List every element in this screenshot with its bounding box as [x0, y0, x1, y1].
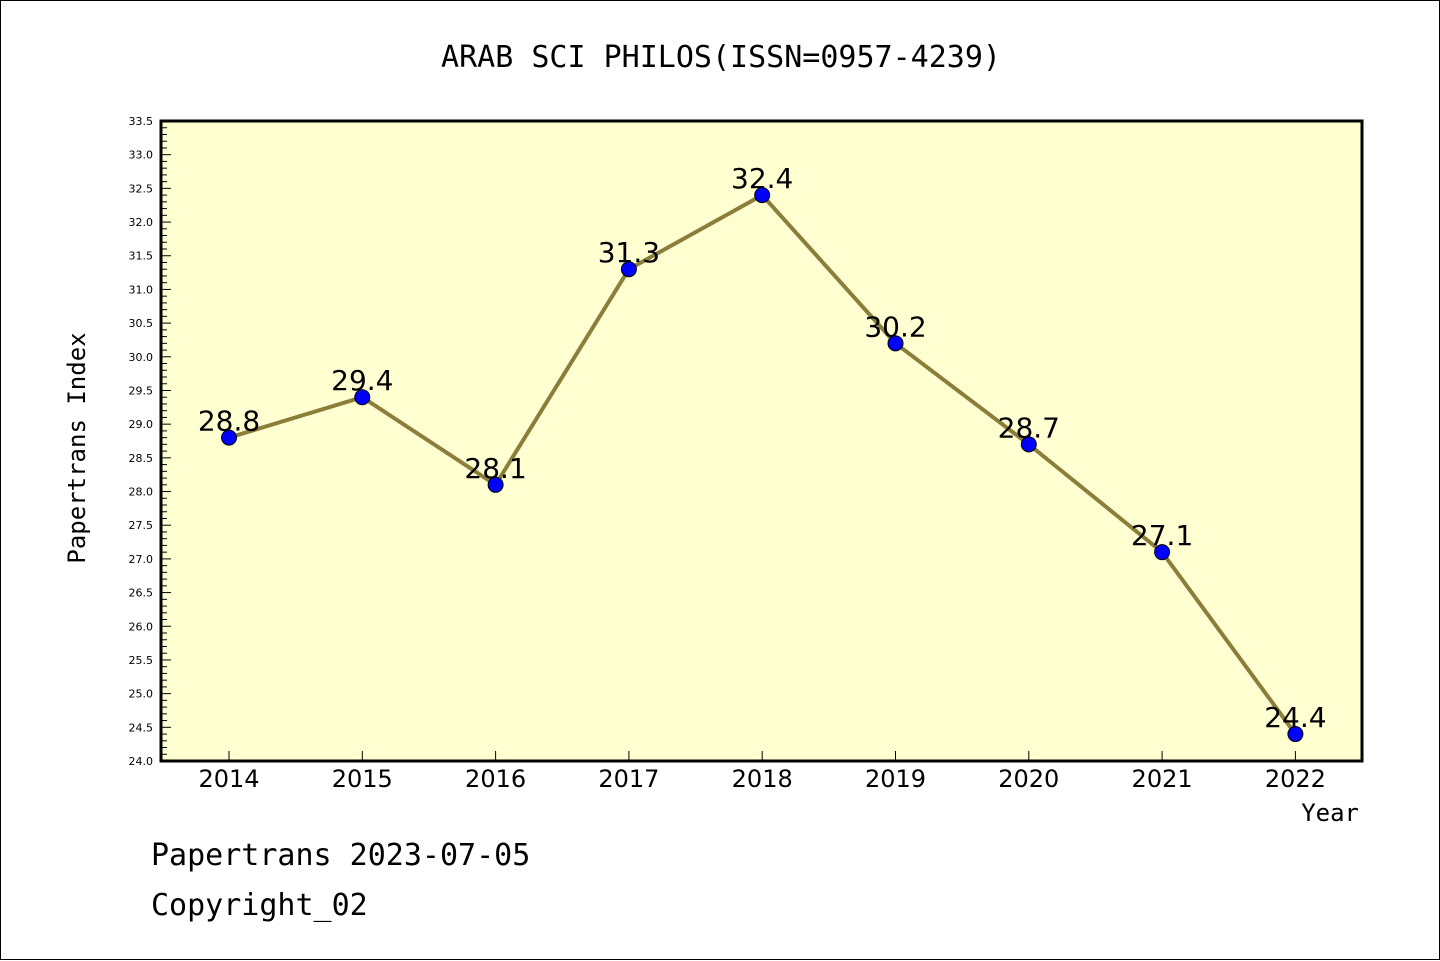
plot-border: [159, 119, 1364, 763]
data-points: [221, 187, 1304, 743]
y-tick-label: 27.5: [129, 519, 154, 532]
x-tick-label: 2014: [198, 765, 259, 793]
y-tick-label: 29.0: [129, 418, 154, 431]
data-point: [354, 389, 371, 406]
data-label: 29.4: [331, 364, 393, 397]
data-label: 28.7: [998, 411, 1060, 444]
y-tick-label: 24.5: [129, 721, 154, 734]
data-point: [221, 429, 237, 446]
data-point: [487, 476, 504, 493]
y-tick-label: 27.0: [129, 553, 154, 566]
y-tick-label: 30.0: [129, 351, 154, 364]
x-tick-label: 2020: [998, 765, 1059, 793]
data-point: [1287, 726, 1304, 743]
plot-area: [161, 121, 1362, 761]
x-tick-label: 2016: [465, 765, 526, 793]
y-tick-label: 29.5: [129, 384, 154, 397]
x-axis-ticks: 2014 2015 2016 2017 2018 2019 2020 2021 2022: [198, 751, 1326, 793]
y-tick-label: 33.5: [129, 115, 154, 128]
data-label: 28.1: [464, 452, 526, 485]
y-tick-label: 31.5: [129, 250, 154, 263]
y-axis-ticks: 24.0 24.5 25.0 25.5 26.0 26.5 27.0 27.5 28.0 28.5…: [129, 115, 171, 768]
footer-copyright: Copyright_02: [151, 888, 368, 923]
x-tick-label: 2017: [598, 765, 659, 793]
x-tick-label: 2022: [1265, 765, 1326, 793]
data-label: 27.1: [1131, 519, 1193, 552]
y-tick-label: 25.0: [129, 688, 154, 701]
y-tick-label: 32.0: [129, 216, 154, 229]
x-axis-label: Year: [1301, 799, 1359, 827]
data-point: [1154, 544, 1171, 561]
y-tick-label: 28.0: [129, 486, 154, 499]
data-label: 24.4: [1264, 701, 1326, 734]
x-tick-label: 2021: [1132, 765, 1193, 793]
data-point: [620, 261, 637, 278]
x-tick-label: 2018: [732, 765, 793, 793]
data-label: 31.3: [598, 236, 660, 269]
data-labels: 28.8 29.4 28.1 31.3 32.4 30.2 28.7 27.1 24.4: [198, 162, 1327, 734]
data-point: [754, 187, 771, 204]
y-tick-label: 33.0: [129, 149, 154, 162]
y-tick-label: 26.0: [129, 620, 154, 633]
y-axis-label: Papertrans Index: [63, 332, 91, 563]
chart-title: ARAB SCI PHILOS(ISSN=0957-4239): [441, 40, 1001, 75]
y-tick-label: 26.5: [129, 587, 154, 600]
y-tick-label: 30.5: [129, 317, 154, 330]
y-tick-label: 31.0: [129, 283, 154, 296]
data-label: 30.2: [864, 310, 926, 343]
x-tick-label: 2015: [332, 765, 393, 793]
x-tick-label: 2019: [865, 765, 926, 793]
y-tick-label: 28.5: [129, 452, 154, 465]
data-point: [887, 335, 904, 352]
y-tick-label: 24.0: [129, 755, 154, 768]
data-label: 32.4: [731, 162, 793, 195]
y-tick-label: 25.5: [129, 654, 154, 667]
data-point: [1020, 436, 1037, 453]
footer-date: Papertrans 2023-07-05: [151, 838, 530, 873]
data-label: 28.8: [198, 405, 260, 438]
y-tick-label: 32.5: [129, 182, 154, 195]
